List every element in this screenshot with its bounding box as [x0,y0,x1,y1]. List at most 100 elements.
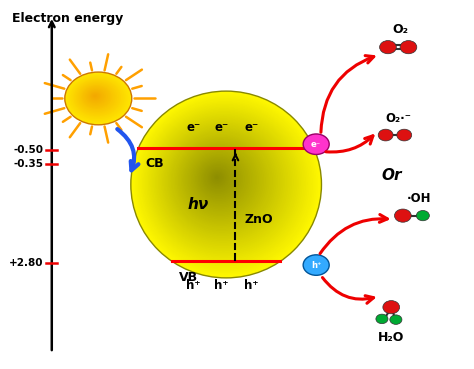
Ellipse shape [164,124,282,239]
Ellipse shape [131,91,321,278]
Ellipse shape [188,148,252,211]
Ellipse shape [201,161,236,196]
Ellipse shape [174,134,269,228]
Text: ·OH: ·OH [407,192,431,205]
Circle shape [83,86,109,107]
Circle shape [73,78,123,118]
Ellipse shape [195,156,243,202]
Circle shape [390,315,402,324]
Ellipse shape [168,128,276,234]
Circle shape [87,90,104,103]
Text: e⁻: e⁻ [311,140,321,149]
Circle shape [84,87,108,106]
Circle shape [82,85,111,109]
Ellipse shape [156,117,290,248]
Ellipse shape [192,153,246,206]
Text: h⁺: h⁺ [245,279,259,292]
Circle shape [91,92,100,100]
Ellipse shape [198,159,239,199]
Ellipse shape [135,96,316,273]
Ellipse shape [152,113,295,253]
Ellipse shape [185,146,255,214]
Ellipse shape [163,123,283,241]
Circle shape [80,84,113,110]
Ellipse shape [158,118,288,246]
Circle shape [89,91,102,101]
Circle shape [78,83,115,112]
Ellipse shape [155,115,292,249]
Ellipse shape [165,125,280,238]
Ellipse shape [149,110,299,256]
Ellipse shape [145,106,304,261]
Ellipse shape [191,151,248,207]
Ellipse shape [190,150,250,209]
Ellipse shape [180,140,262,221]
Circle shape [378,129,393,141]
Circle shape [416,210,429,221]
Text: O₂·⁻: O₂·⁻ [385,112,411,125]
Ellipse shape [212,173,222,182]
Text: VB: VB [179,270,198,283]
Ellipse shape [151,111,297,254]
Ellipse shape [182,143,259,217]
Ellipse shape [194,154,245,204]
Ellipse shape [178,138,264,223]
Circle shape [71,77,124,119]
Circle shape [397,129,412,141]
Ellipse shape [214,174,220,180]
Text: h⁺: h⁺ [186,279,201,292]
Ellipse shape [161,121,285,243]
Ellipse shape [202,163,234,194]
Circle shape [65,72,132,125]
Ellipse shape [142,103,308,265]
Ellipse shape [134,94,318,275]
Ellipse shape [208,169,228,187]
Circle shape [380,41,396,54]
Ellipse shape [215,176,219,179]
Ellipse shape [170,130,274,232]
Circle shape [66,73,130,123]
Text: ZnO: ZnO [245,213,273,226]
Ellipse shape [144,104,306,263]
Ellipse shape [160,120,287,244]
Text: +2.80: +2.80 [9,258,44,268]
Ellipse shape [141,101,309,266]
Circle shape [303,134,329,155]
Text: H₂O: H₂O [378,331,404,344]
Ellipse shape [207,167,229,189]
Text: Or: Or [381,168,401,183]
Ellipse shape [210,170,226,186]
Ellipse shape [197,157,241,201]
Ellipse shape [211,172,224,184]
Text: h⁺: h⁺ [214,279,229,292]
Ellipse shape [138,98,313,269]
Circle shape [383,301,400,314]
Circle shape [69,76,126,120]
Ellipse shape [205,166,231,191]
Text: O₂: O₂ [392,23,409,36]
Ellipse shape [173,133,271,229]
Text: Electron energy: Electron energy [12,13,124,25]
Text: e⁻: e⁻ [186,121,201,134]
Circle shape [400,41,417,54]
Ellipse shape [139,100,311,268]
Ellipse shape [177,137,266,224]
Circle shape [86,89,106,104]
Text: e⁻: e⁻ [214,121,228,134]
Circle shape [68,75,128,122]
Ellipse shape [137,97,315,271]
Text: CB: CB [146,157,164,170]
Ellipse shape [184,144,257,216]
Ellipse shape [167,127,278,236]
Circle shape [77,82,117,113]
Ellipse shape [200,160,238,197]
Ellipse shape [171,131,273,231]
Text: h⁺: h⁺ [311,261,321,270]
Circle shape [92,93,99,99]
Ellipse shape [187,147,254,213]
Circle shape [303,255,329,275]
Text: -0.35: -0.35 [13,159,44,169]
Circle shape [93,94,97,97]
Ellipse shape [204,164,233,192]
Circle shape [376,314,388,324]
